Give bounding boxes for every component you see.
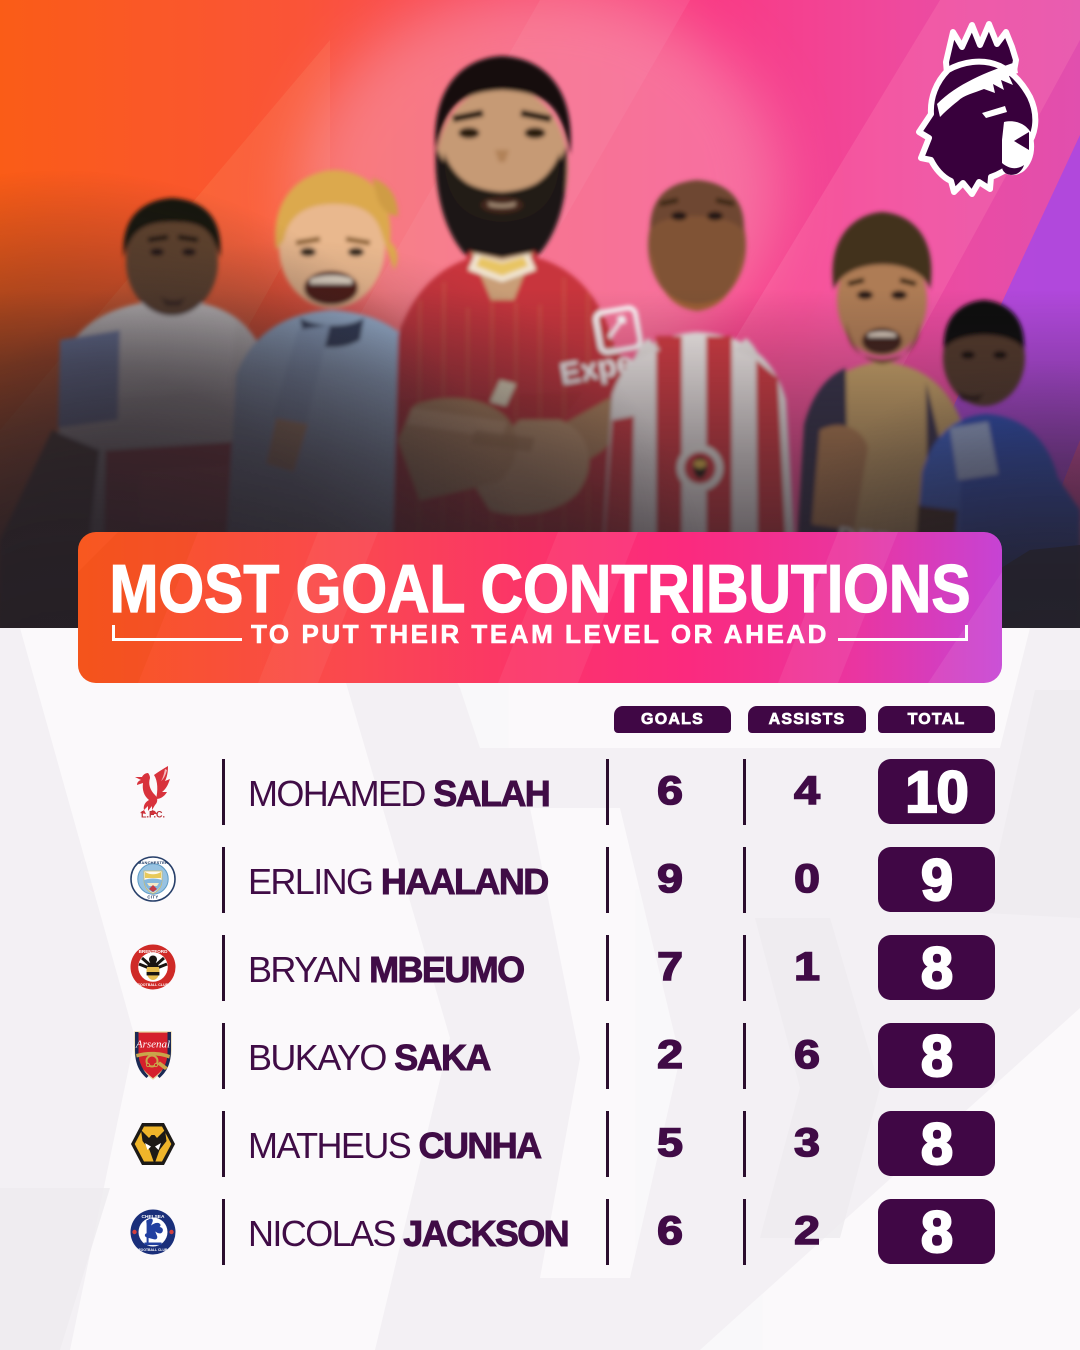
svg-text:MANCHESTER: MANCHESTER bbox=[138, 860, 168, 865]
svg-text:FOOTBALL CLUB: FOOTBALL CLUB bbox=[138, 983, 169, 987]
svg-text:CITY: CITY bbox=[147, 895, 158, 900]
svg-text:CHELSEA: CHELSEA bbox=[142, 1214, 165, 1220]
svg-text:Arsenal: Arsenal bbox=[135, 1039, 170, 1051]
svg-text:FOOTBALL CLUB: FOOTBALL CLUB bbox=[139, 1248, 168, 1252]
svg-text:L.F.C.: L.F.C. bbox=[141, 810, 165, 819]
svg-text:BRENTFORD: BRENTFORD bbox=[139, 949, 169, 954]
